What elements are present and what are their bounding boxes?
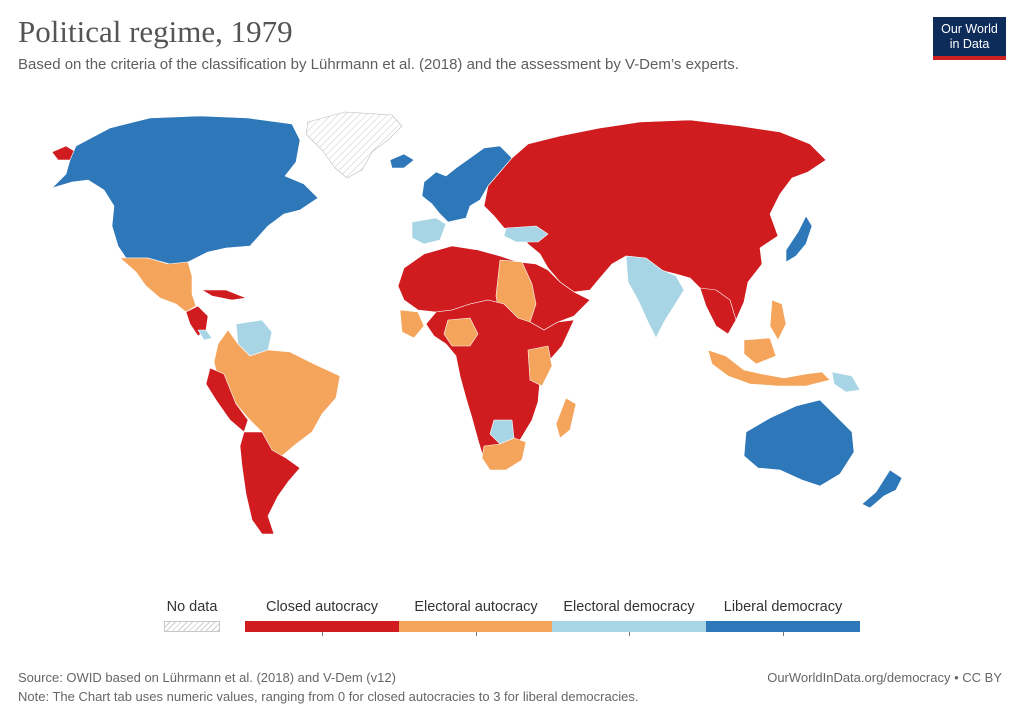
region-japan[interactable] <box>785 215 813 263</box>
region-cuba[interactable] <box>201 289 247 301</box>
region-indonesia[interactable] <box>707 349 831 387</box>
region-borneo[interactable] <box>743 337 777 365</box>
legend-tick <box>476 632 477 636</box>
chart-subtitle: Based on the criteria of the classificat… <box>18 56 739 73</box>
world-map-svg <box>51 111 903 535</box>
region-sahel-ea[interactable] <box>399 309 425 339</box>
logo-line-2: in Data <box>949 37 990 51</box>
region-west-africa-ea[interactable] <box>443 317 479 347</box>
legend-no-data-swatch[interactable] <box>164 621 220 632</box>
region-southern-africa[interactable] <box>481 437 527 471</box>
region-png[interactable] <box>831 371 861 393</box>
legend-tick <box>629 632 630 636</box>
region-australia[interactable] <box>743 399 855 487</box>
legend-tick <box>783 632 784 636</box>
region-southern-cone[interactable] <box>239 431 301 535</box>
logo-line-1: Our World <box>941 22 998 36</box>
region-iberia[interactable] <box>411 217 447 245</box>
region-costa-rica[interactable] <box>197 329 213 341</box>
region-iceland[interactable] <box>389 153 415 169</box>
region-greenland[interactable] <box>305 111 403 179</box>
world-map[interactable] <box>0 90 1024 590</box>
owid-logo[interactable]: Our World in Data <box>933 17 1006 60</box>
region-mexico[interactable] <box>119 257 197 313</box>
legend-electoral-democracy-swatch[interactable] <box>552 621 706 632</box>
legend-electoral-democracy-label: Electoral democracy <box>563 599 695 615</box>
region-north-america[interactable] <box>51 115 319 265</box>
legend-electoral-autocracy-swatch[interactable] <box>399 621 552 632</box>
legend-electoral-autocracy-label: Electoral autocracy <box>414 599 538 615</box>
footer-source: Source: OWID based on Lührmann et al. (2… <box>18 670 396 685</box>
legend-no-data-label: No data <box>166 599 218 615</box>
region-new-zealand[interactable] <box>861 469 903 509</box>
region-indochina[interactable] <box>699 287 737 335</box>
legend-closed-autocracy-swatch[interactable] <box>245 621 399 632</box>
footer-url[interactable]: OurWorldInData.org/democracy • CC BY <box>767 670 1002 685</box>
region-brazil[interactable] <box>213 329 341 457</box>
region-turkey[interactable] <box>503 225 549 243</box>
footer-note: Note: The Chart tab uses numeric values,… <box>18 689 639 704</box>
legend-liberal-democracy-swatch[interactable] <box>706 621 860 632</box>
legend: No data Closed autocracy Electoral autoc… <box>0 597 1024 637</box>
region-philippines[interactable] <box>769 299 787 341</box>
legend-tick <box>322 632 323 636</box>
legend-liberal-democracy-label: Liberal democracy <box>723 599 843 615</box>
chart-title: Political regime, 1979 <box>18 14 293 49</box>
region-madagascar[interactable] <box>555 397 577 439</box>
region-east-africa-ea[interactable] <box>527 345 553 387</box>
legend-closed-autocracy-label: Closed autocracy <box>265 599 379 615</box>
region-india[interactable] <box>625 255 685 339</box>
